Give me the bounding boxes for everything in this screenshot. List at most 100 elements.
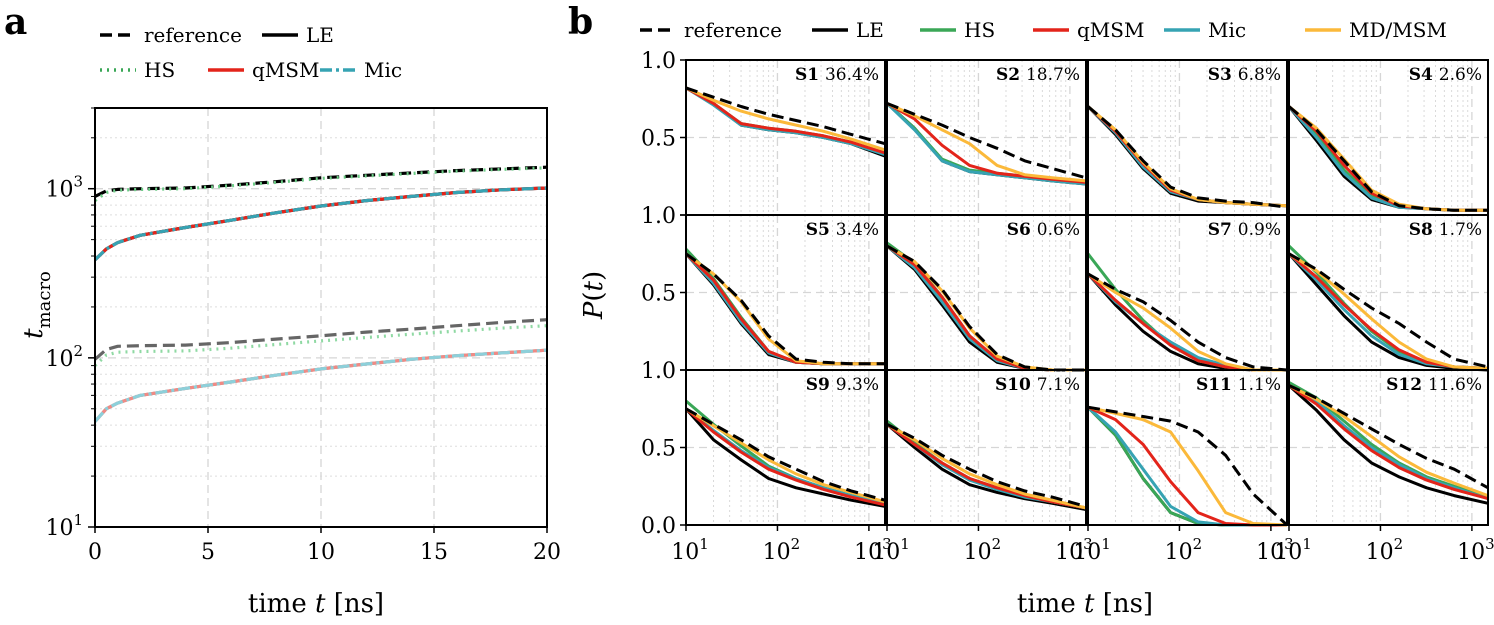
subplot-s7: S7 0.9% xyxy=(1086,214,1288,372)
series-hs xyxy=(886,419,1087,510)
panel-b-letter: b xyxy=(568,1,593,43)
svg-text:P(t): P(t) xyxy=(579,271,609,320)
x-tick-label: 15 xyxy=(420,540,448,565)
series-reference xyxy=(685,86,886,146)
panel-b-ylabel: P(t) xyxy=(579,271,609,320)
series-mic xyxy=(1287,105,1488,212)
panel-a-xlabel: time t [ns] xyxy=(248,589,384,619)
svg-text:time t [ns]: time t [ns] xyxy=(248,589,384,619)
panel-a-ylabel: tmacro xyxy=(19,271,55,339)
series-le xyxy=(1287,384,1489,505)
series-reference xyxy=(685,407,886,502)
legend-label-qmsm: qMSM xyxy=(1077,18,1144,42)
y-tick-label: 0.5 xyxy=(641,127,676,152)
series-reference xyxy=(1087,405,1289,527)
subplot-s12: S12 11.6% 101 102 103 xyxy=(1274,369,1494,565)
panel-a-legend: reference LE HS qMSM Mic xyxy=(100,23,402,82)
subplot-title: S3 6.8% xyxy=(1208,65,1281,85)
subplot-title: S1 36.4% xyxy=(795,65,879,85)
panel-a: 0 5 10 15 20 101 102 103 xyxy=(45,107,561,565)
subplot-frame xyxy=(886,369,1087,526)
series-reference xyxy=(1087,105,1288,209)
series-hs xyxy=(1287,105,1488,212)
y-tick-label: 1.0 xyxy=(641,49,676,74)
y-tick-label: 0.5 xyxy=(641,437,676,462)
x-tick-label: 102 xyxy=(1366,535,1404,565)
series-qmsm xyxy=(886,423,1087,510)
subplot-title: S9 9.3% xyxy=(806,375,879,395)
x-tick-label: 103 xyxy=(1457,535,1494,565)
y-tick-label: 103 xyxy=(45,173,83,203)
subplot-title: S2 18.7% xyxy=(996,65,1080,85)
legend-label-hs: HS xyxy=(144,58,175,82)
subplot-s2: S2 18.7% xyxy=(885,59,1087,216)
legend-label-md-msm: MD/MSM xyxy=(1349,18,1447,42)
series-qmsm-slowest xyxy=(93,186,548,261)
x-tick-label: 20 xyxy=(533,540,561,565)
series-reference xyxy=(1087,272,1288,372)
subplot-s11: S11 1.1%101 102 103 xyxy=(1073,369,1294,565)
series-reference xyxy=(886,422,1087,508)
svg-text:tmacro: tmacro xyxy=(19,271,55,339)
series-mic-slowest xyxy=(93,186,548,261)
series-md-msm xyxy=(685,86,886,152)
x-tick-label: 103 xyxy=(854,535,892,565)
subplot-frame xyxy=(1288,369,1489,526)
x-tick-label: 101 xyxy=(872,535,910,565)
legend-label-reference: reference xyxy=(144,23,242,47)
series-md-msm xyxy=(685,407,886,504)
series-md-msm xyxy=(1087,405,1288,527)
series-reference xyxy=(1288,384,1489,490)
x-tick-label: 101 xyxy=(1274,535,1312,565)
panel-b: S1 36.4% 0.5 1.0 S2 18.7% S3 6.8% S4 2.6% S5 3… xyxy=(641,49,1494,565)
svg-text:time t [ns]: time t [ns] xyxy=(1017,589,1153,619)
x-tick-label: 102 xyxy=(763,535,801,565)
series-le xyxy=(684,407,886,508)
legend-label-hs: HS xyxy=(964,18,995,42)
series-md-msm xyxy=(1288,105,1488,212)
legend-label-le: LE xyxy=(306,23,334,47)
x-tick-label: 101 xyxy=(671,535,709,565)
subplot-title: S6 0.6% xyxy=(1007,220,1080,240)
series-mic-second xyxy=(93,348,548,423)
series-md-msm xyxy=(886,102,1087,183)
x-tick-label: 5 xyxy=(201,540,215,565)
x-tick-label: 102 xyxy=(964,535,1002,565)
legend-label-mic: Mic xyxy=(364,58,402,82)
legend-label-mic: Mic xyxy=(1208,18,1246,42)
subplot-title: S10 7.1% xyxy=(995,375,1080,395)
series-md-msm xyxy=(1288,252,1489,370)
subplot-title: S5 3.4% xyxy=(806,220,879,240)
series-qmsm xyxy=(685,407,886,507)
x-tick-label: 102 xyxy=(1165,535,1203,565)
subplot-s9: S9 9.3% 0.0 0.5 1.0 101 102 103 xyxy=(641,359,892,565)
series-md-msm xyxy=(1288,384,1489,498)
series-md-msm xyxy=(886,422,1087,510)
series-reference xyxy=(1288,252,1489,369)
series-qmsm xyxy=(685,86,886,155)
subplot-s8: S8 1.7% xyxy=(1287,214,1489,372)
subplot-frame xyxy=(1087,369,1288,526)
y-tick-label: 0.0 xyxy=(641,514,676,539)
series-mic xyxy=(1288,384,1489,501)
x-tick-label: 10 xyxy=(307,540,335,565)
subplot-title: S12 11.6% xyxy=(1386,375,1482,395)
panel-a-letter: a xyxy=(4,1,27,43)
subplot-s4: S4 2.6% xyxy=(1287,59,1489,216)
series-le-slowest xyxy=(93,186,548,261)
y-tick-label: 0.5 xyxy=(641,282,676,307)
subplot-s3: S3 6.8% xyxy=(1086,59,1288,216)
x-tick-label: 0 xyxy=(88,540,102,565)
y-tick-label: 102 xyxy=(45,342,83,372)
series-qmsm xyxy=(1287,105,1488,212)
y-tick-label: 1.0 xyxy=(641,204,676,229)
y-tick-label: 101 xyxy=(45,511,83,541)
series-qmsm xyxy=(1288,384,1489,501)
series-reference xyxy=(886,102,1087,180)
legend-label-le: LE xyxy=(856,18,884,42)
series-hs-slowest xyxy=(94,166,548,202)
subplot-s10: S10 7.1%101 102 103 xyxy=(872,369,1093,565)
subplot-title: S11 1.1% xyxy=(1196,375,1281,395)
legend-label-reference: reference xyxy=(684,18,782,42)
